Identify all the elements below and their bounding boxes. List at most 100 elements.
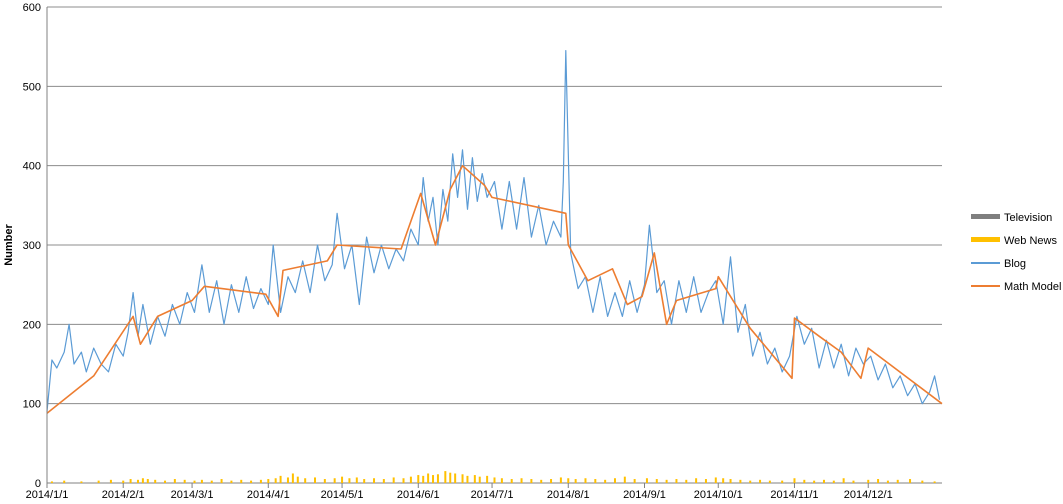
web-news-bar [341,476,344,483]
web-news-bar [314,477,317,483]
web-news-bar [803,479,806,483]
web-news-bar [793,478,796,483]
x-tick-label: 2014/1/1 [26,489,69,501]
legend-swatch-web-news [971,237,1000,242]
web-news-bar [323,479,326,483]
x-tick-label: 2014/5/1 [321,489,364,501]
web-news-bar [473,475,476,483]
web-news-bar [675,479,678,483]
y-tick-label: 400 [23,161,41,173]
web-news-bar [454,473,457,483]
gridlines [47,6,942,484]
web-news-bar [80,481,83,483]
web-news-bar [613,478,616,483]
web-news-bar [382,479,385,483]
legend: Television Web News Blog Math Model [971,212,1061,293]
y-tick-label: 300 [23,240,41,252]
web-news-bar [633,479,636,483]
web-news-bar [933,481,936,483]
x-tick-label: 2014/6/1 [397,489,440,501]
web-news-bar [220,479,223,483]
x-tick-label: 2014/7/1 [471,489,514,501]
web-news-bar [832,480,835,483]
web-news-bar [154,479,157,483]
web-news-bar [164,480,167,483]
web-news-bar [520,478,523,483]
legend-label-blog: Blog [1004,258,1026,270]
web-news-bar [409,476,412,483]
web-news-bar [449,472,452,483]
web-news-bar [559,477,562,483]
web-news-bar [739,479,742,483]
web-news-bar [97,480,100,483]
web-news-bar [355,477,358,483]
x-tick-label: 2014/10/1 [694,489,743,501]
web-news-bar [436,474,439,483]
web-news-bar [842,478,845,483]
web-news-bar [392,477,395,483]
web-news-bar [402,478,405,483]
axes: 0 100 200 300 400 500 600 2014/1/1 2014/2/1 2014/… [23,2,893,501]
y-tick-label: 200 [23,319,41,331]
y-tick-label: 0 [35,478,41,490]
web-news-bar [540,479,543,483]
web-news-bar [333,478,336,483]
web-news-bar [348,478,351,483]
web-news-bar [200,479,203,483]
web-news-bar [604,479,607,483]
legend-label-math-model: Math Model [1004,281,1061,293]
web-news-bar [530,479,533,483]
web-news-bar [749,480,752,483]
x-tick-label: 2014/9/1 [623,489,666,501]
web-news-bar [594,479,597,483]
web-news-bar [665,479,668,483]
web-news-bar [286,477,289,483]
web-news-bar [486,475,489,483]
web-news-bar [230,480,233,483]
web-news-bar [655,479,658,483]
web-news-bar [250,480,253,483]
web-news-bar [422,475,425,483]
web-news-bar [813,480,816,483]
web-news-bar [240,479,243,483]
web-news-bar [645,478,648,483]
web-news-bar [714,477,717,483]
web-news-bar [704,479,707,483]
legend-label-television: Television [1004,212,1052,224]
web-news-bar [921,480,924,483]
web-news-bar [896,479,899,483]
web-news-bar [136,479,139,483]
web-news-bar [722,478,725,483]
x-tick-label: 2014/2/1 [102,489,145,501]
web-news-bar [173,479,176,483]
web-news-bar [461,474,464,483]
y-axis-label: Number [3,224,15,266]
web-news-bar [444,471,447,483]
web-news-bar [363,479,366,483]
web-news-bar [478,476,481,483]
web-news-bar [50,481,53,483]
web-news-bar [279,475,282,483]
web-news-bar [781,480,784,483]
web-news-bar [373,478,376,483]
web-news-bar [267,479,270,483]
web-news-bar [695,478,698,483]
web-news-bar [427,473,430,483]
web-news-bar [567,478,570,483]
web-news-bar [500,478,503,483]
web-news-bar [122,480,125,483]
web-news-bar [886,480,889,483]
web-news-bar [291,473,294,483]
web-news-bar [510,479,513,483]
web-news-bar [210,480,213,483]
web-news-bars [50,471,936,483]
web-news-bar [146,479,149,483]
web-news-bar [729,479,732,483]
web-news-bar [685,479,688,483]
web-news-bar [877,479,880,483]
web-news-bar [63,480,66,483]
web-news-bar [296,476,299,483]
web-news-bar [183,479,186,483]
web-news-bar [584,478,587,483]
